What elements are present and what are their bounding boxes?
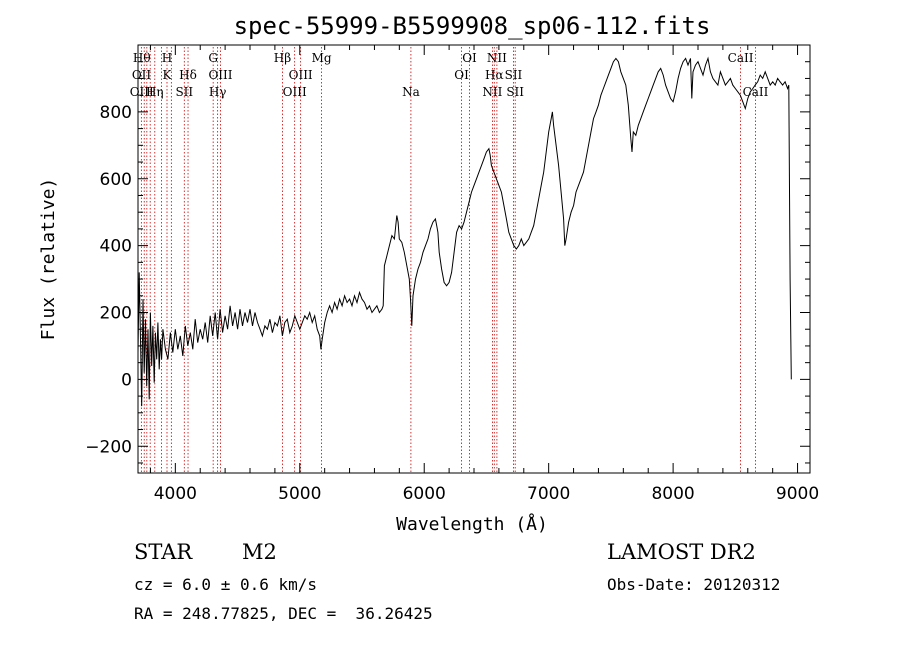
line-label: G: [208, 51, 218, 65]
y-tick-label: 200: [100, 304, 132, 324]
line-label: K: [163, 68, 173, 82]
line-label: CaII: [728, 51, 754, 65]
line-label: Mg: [312, 51, 332, 65]
line-label: SII: [505, 68, 523, 82]
line-label: NII: [482, 85, 502, 99]
line-label: H: [162, 51, 172, 65]
x-axis-label: Wavelength (Å): [396, 513, 548, 535]
redshift-text: cz = 6.0 ± 0.6 km/s: [134, 575, 318, 594]
line-label: OIII: [208, 68, 232, 82]
x-tick-label: 7000: [527, 484, 570, 504]
line-label: Hα: [485, 68, 504, 82]
axis-ticks: 4000 5000 6000 7000 8000 9000 −200 0 200 400 600 80…: [85, 45, 819, 504]
line-label: CaII: [743, 85, 769, 99]
line-label: Hδ: [179, 68, 197, 82]
line-label: SII: [506, 85, 524, 99]
line-label: OIII: [289, 68, 313, 82]
line-label: OIII: [283, 85, 307, 99]
line-label: Hβ: [274, 51, 291, 65]
line-label: Hη: [146, 85, 164, 99]
x-tick-label: 6000: [403, 484, 446, 504]
survey-name: LAMOST DR2: [607, 540, 756, 564]
y-tick-label: 800: [100, 103, 132, 123]
y-tick-label: 0: [121, 370, 132, 390]
y-tick-label: −200: [85, 437, 132, 457]
object-class: STAR: [134, 540, 193, 564]
line-label: Hγ: [209, 85, 227, 99]
x-tick-label: 5000: [278, 484, 321, 504]
line-label: Na: [402, 85, 420, 99]
coordinates: RA = 248.77825, DEC = 36.26425: [134, 604, 433, 623]
x-tick-label: 8000: [651, 484, 694, 504]
spectral-line-markers: [140, 47, 756, 473]
line-label: NII: [487, 51, 507, 65]
x-tick-label: 4000: [154, 484, 197, 504]
line-label: OI: [462, 51, 477, 65]
line-label: OII: [132, 68, 152, 82]
plot-frame: [137, 44, 811, 474]
y-axis-label: Flux (relative): [38, 178, 59, 341]
chart-title: spec-55999-B5599908_sp06-112.fits: [234, 12, 711, 40]
line-label: OIII: [130, 85, 154, 99]
line-label: OI: [454, 68, 469, 82]
x-tick-label: 9000: [776, 484, 819, 504]
obs-date: Obs-Date: 20120312: [607, 575, 781, 594]
y-tick-label: 600: [100, 170, 132, 190]
spectrum-line: [137, 56, 792, 407]
line-label: SII: [175, 85, 193, 99]
object-subclass: M2: [242, 540, 277, 564]
line-label: Hθ: [133, 51, 151, 65]
y-tick-label: 400: [100, 237, 132, 257]
